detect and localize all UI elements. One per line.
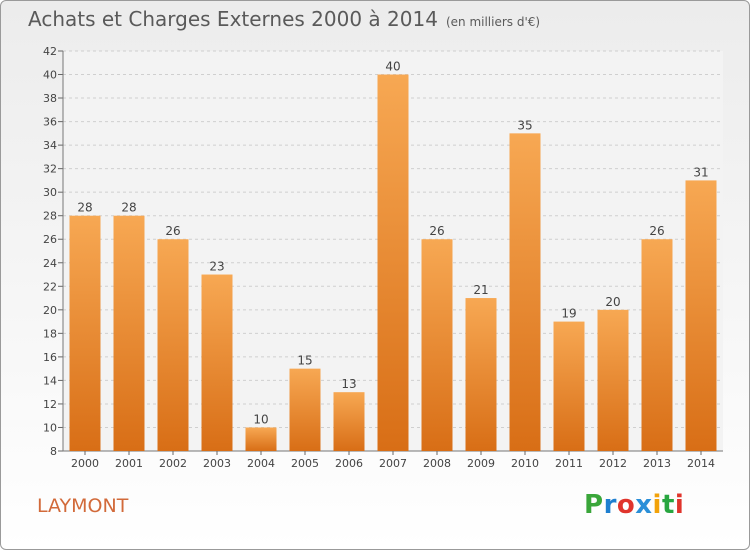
y-tick-label: 16	[43, 351, 57, 364]
logo-letter: x	[635, 490, 653, 520]
x-tick-label: 2012	[599, 457, 627, 470]
data-label: 13	[341, 377, 356, 391]
logo-letter: P	[584, 490, 604, 520]
bar	[553, 321, 585, 451]
x-tick-label: 2003	[203, 457, 231, 470]
y-tick-label: 40	[43, 69, 57, 82]
x-tick-label: 2013	[643, 457, 671, 470]
bar	[421, 239, 453, 451]
logo-letter: i	[674, 490, 685, 520]
data-label: 26	[429, 224, 444, 238]
y-tick-label: 42	[43, 45, 57, 58]
logo-letter: i	[652, 490, 662, 520]
proxiti-logo: Proxiti	[584, 490, 684, 520]
x-tick-label: 2004	[247, 457, 275, 470]
y-tick-label: 36	[43, 116, 57, 129]
y-tick-label: 32	[43, 163, 57, 176]
data-label: 28	[121, 201, 136, 215]
x-tick-label: 2008	[423, 457, 451, 470]
bar	[245, 427, 277, 451]
y-tick-label: 24	[43, 257, 57, 270]
data-label: 10	[253, 412, 268, 426]
bar	[685, 180, 717, 452]
data-label: 31	[693, 165, 708, 179]
y-tick-label: 12	[43, 398, 57, 411]
logo-letter: r	[603, 490, 617, 520]
x-tick-label: 2002	[159, 457, 187, 470]
y-tick-label: 22	[43, 280, 57, 293]
y-tick-label: 34	[43, 139, 57, 152]
bar	[465, 298, 497, 451]
data-label: 40	[385, 60, 400, 74]
x-tick-label: 2006	[335, 457, 363, 470]
data-label: 23	[209, 260, 224, 274]
y-tick-label: 30	[43, 186, 57, 199]
y-tick-label: 38	[43, 92, 57, 105]
logo-letter: o	[616, 490, 636, 520]
data-label: 21	[473, 283, 488, 297]
x-tick-label: 2000	[71, 457, 99, 470]
bar	[201, 274, 233, 451]
data-label: 19	[561, 307, 576, 321]
x-tick-label: 2001	[115, 457, 143, 470]
x-tick-label: 2014	[687, 457, 715, 470]
y-tick-label: 10	[43, 421, 57, 434]
data-label: 26	[165, 224, 180, 238]
data-label: 20	[605, 295, 620, 309]
data-label: 15	[297, 354, 312, 368]
bar	[289, 368, 321, 451]
logo-letter: t	[661, 490, 675, 520]
y-tick-label: 8	[50, 445, 57, 458]
data-label: 26	[649, 224, 664, 238]
x-tick-label: 2005	[291, 457, 319, 470]
x-tick-label: 2011	[555, 457, 583, 470]
title-text: Achats et Charges Externes 2000 à 2014	[28, 7, 438, 31]
bar	[157, 239, 189, 451]
bar	[377, 74, 409, 451]
y-tick-label: 18	[43, 327, 57, 340]
chart-subtitle: (en milliers d'€)	[445, 15, 541, 29]
bar	[641, 239, 673, 451]
commune-name: LAYMONT	[37, 495, 129, 517]
chart-title: Achats et Charges Externes 2000 à 2014 (e…	[28, 7, 540, 31]
y-tick-label: 26	[43, 233, 57, 246]
y-tick-label: 28	[43, 210, 57, 223]
data-label: 28	[77, 201, 92, 215]
x-tick-label: 2007	[379, 457, 407, 470]
y-tick-label: 20	[43, 304, 57, 317]
bar	[333, 392, 365, 451]
bar	[509, 133, 541, 451]
data-label: 35	[517, 118, 532, 132]
bar	[597, 309, 629, 451]
x-tick-label: 2009	[467, 457, 495, 470]
x-tick-label: 2010	[511, 457, 539, 470]
bar	[113, 215, 145, 451]
y-tick-label: 14	[43, 374, 57, 387]
bar	[69, 215, 101, 451]
